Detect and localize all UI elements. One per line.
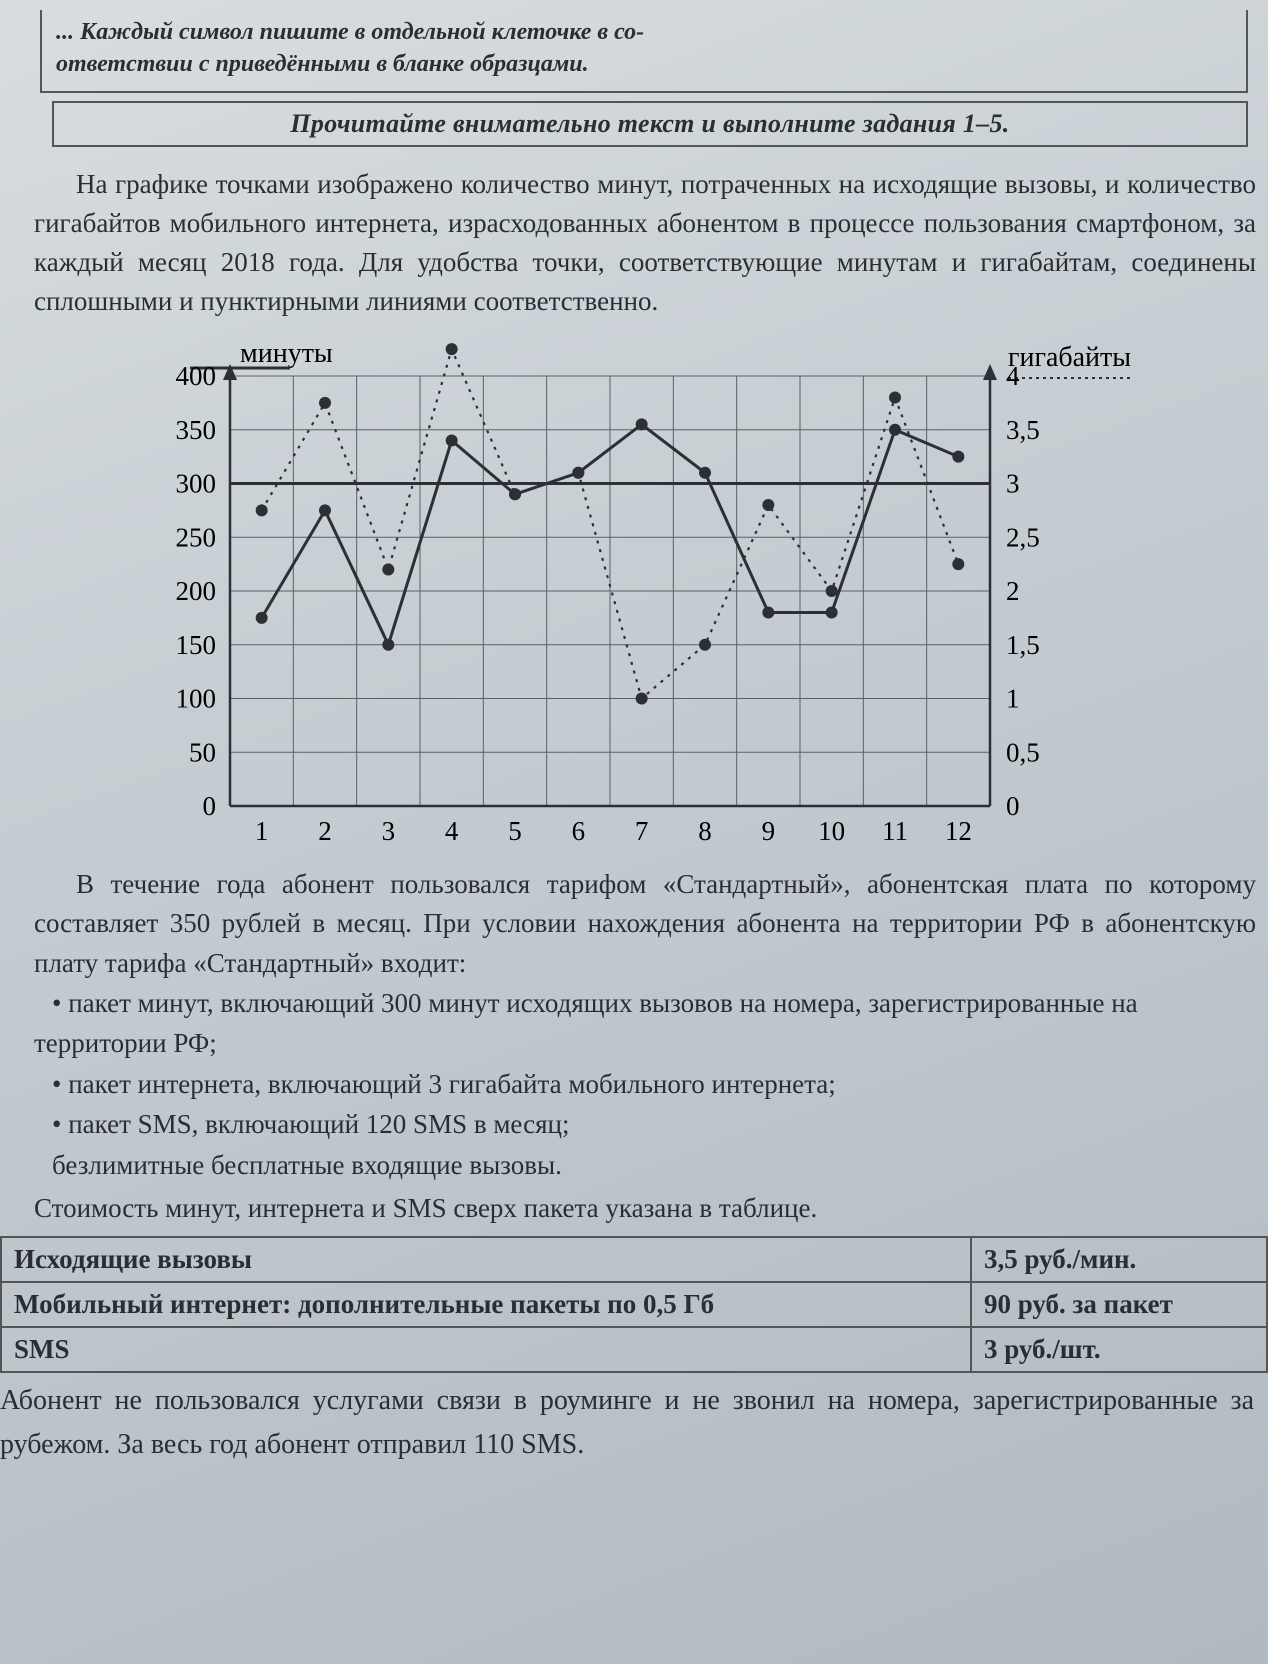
svg-text:50: 50: [189, 738, 216, 768]
svg-text:10: 10: [818, 816, 845, 846]
svg-text:300: 300: [176, 469, 217, 499]
header-line: ответствии с приведёнными в бланке образ…: [56, 48, 1232, 80]
svg-text:350: 350: [176, 415, 217, 445]
header-line: ... Каждый символ пишите в отдельной кле…: [56, 16, 1232, 48]
table-cell-label: Исходящие вызовы: [1, 1237, 971, 1282]
svg-text:150: 150: [176, 630, 217, 660]
chart-svg: минутыгигабайты0501001502002503003504000…: [90, 331, 1140, 851]
svg-text:100: 100: [176, 684, 217, 714]
bullet-item: безлимитные бесплатные входящие вызовы.: [34, 1145, 1256, 1186]
svg-text:3: 3: [382, 816, 396, 846]
svg-text:1,5: 1,5: [1006, 630, 1040, 660]
bullet-item: • пакет SMS, включающий 120 SMS в месяц;: [34, 1104, 1256, 1145]
svg-text:8: 8: [698, 816, 712, 846]
table-row: Исходящие вызовы3,5 руб./мин.: [1, 1237, 1267, 1282]
table-row: SMS3 руб./шт.: [1, 1327, 1267, 1372]
svg-text:400: 400: [176, 361, 217, 391]
svg-text:6: 6: [572, 816, 586, 846]
svg-text:1: 1: [1006, 684, 1020, 714]
paragraph-1: На графике точками изображено количество…: [34, 165, 1256, 322]
svg-text:4: 4: [445, 816, 459, 846]
price-table: Исходящие вызовы3,5 руб./мин.Мобильный и…: [0, 1236, 1268, 1373]
svg-text:7: 7: [635, 816, 649, 846]
usage-chart: минутыгигабайты0501001502002503003504000…: [90, 331, 1140, 851]
instruction-text: Прочитайте внимательно текст и выполните…: [290, 109, 1009, 138]
svg-text:12: 12: [945, 816, 972, 846]
table-row: Мобильный интернет: дополнительные пакет…: [1, 1282, 1267, 1327]
bullet-item: • пакет интернета, включающий 3 гигабайт…: [34, 1064, 1256, 1105]
header-box: ... Каждый символ пишите в отдельной кле…: [40, 10, 1248, 93]
paragraph-3: Стоимость минут, интернета и SMS сверх п…: [34, 1189, 1256, 1228]
table-cell-price: 3 руб./шт.: [971, 1327, 1267, 1372]
table-cell-price: 90 руб. за пакет: [971, 1282, 1267, 1327]
svg-text:3: 3: [1006, 469, 1020, 499]
svg-text:1: 1: [255, 816, 269, 846]
svg-text:5: 5: [508, 816, 522, 846]
svg-text:200: 200: [176, 576, 217, 606]
bullet-list: • пакет минут, включающий 300 минут исхо…: [0, 983, 1268, 1186]
svg-text:9: 9: [762, 816, 776, 846]
svg-text:4: 4: [1006, 361, 1020, 391]
svg-text:2: 2: [318, 816, 332, 846]
svg-text:0: 0: [1006, 791, 1020, 821]
svg-text:2,5: 2,5: [1006, 523, 1040, 553]
svg-text:0: 0: [203, 791, 217, 821]
svg-text:минуты: минуты: [240, 338, 333, 369]
svg-text:250: 250: [176, 523, 217, 553]
table-cell-label: SMS: [1, 1327, 971, 1372]
svg-text:2: 2: [1006, 576, 1020, 606]
table-cell-price: 3,5 руб./мин.: [971, 1237, 1267, 1282]
instruction-box: Прочитайте внимательно текст и выполните…: [52, 101, 1248, 147]
table-cell-label: Мобильный интернет: дополнительные пакет…: [1, 1282, 971, 1327]
paragraph-2: В течение года абонент пользовался тариф…: [34, 865, 1256, 982]
bullet-item: • пакет минут, включающий 300 минут исхо…: [34, 983, 1256, 1064]
svg-text:3,5: 3,5: [1006, 415, 1040, 445]
svg-text:гигабайты: гигабайты: [1008, 342, 1131, 373]
svg-text:11: 11: [882, 816, 908, 846]
paragraph-4: Абонент не пользовался услугами связи в …: [0, 1379, 1254, 1466]
svg-text:0,5: 0,5: [1006, 738, 1040, 768]
